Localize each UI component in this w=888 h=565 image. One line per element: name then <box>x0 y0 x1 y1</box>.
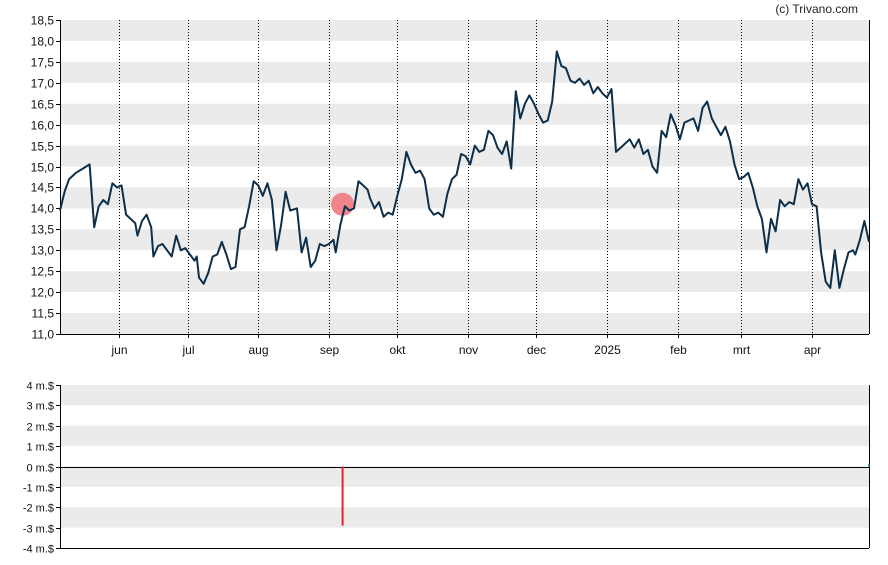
y-tick-label: 15,0 <box>31 161 55 175</box>
x-tick-label: jul <box>181 343 194 357</box>
grid-band <box>60 385 869 406</box>
y-tick-label: 16,5 <box>31 98 55 112</box>
y-tick-label: 16,0 <box>31 119 55 133</box>
x-tick-label: dec <box>527 343 546 357</box>
y-tick-label: 3 m.$ <box>26 401 54 413</box>
grid-band <box>60 103 869 125</box>
volume-bar <box>868 464 870 467</box>
x-tick-label: okt <box>389 343 406 357</box>
y-tick-label: 12,0 <box>31 286 55 300</box>
volume-bar <box>341 466 344 526</box>
copyright-text: (c) Trivano.com <box>775 2 858 16</box>
x-tick-label: mrt <box>733 343 751 357</box>
y-tick-label: 18,0 <box>31 35 55 49</box>
grid-band <box>60 425 869 447</box>
y-tick-label: 11,0 <box>32 328 55 342</box>
grid-band <box>60 507 869 528</box>
y-tick-label: 12,5 <box>31 265 55 279</box>
grid-band <box>60 61 869 83</box>
y-tick-label: 1 m.$ <box>26 442 54 454</box>
grid-band <box>60 466 869 487</box>
y-tick-label: 17,0 <box>31 77 55 91</box>
x-tick-label: sep <box>320 343 340 357</box>
grid-band <box>60 20 869 41</box>
y-tick-label: -4 m.$ <box>23 544 54 556</box>
x-tick-label: jun <box>110 343 127 357</box>
grid-band <box>60 229 869 251</box>
price-line <box>59 50 870 289</box>
grid-band <box>60 313 869 334</box>
x-tick-label: 2025 <box>594 343 621 357</box>
y-tick-label: -3 m.$ <box>23 524 54 536</box>
y-tick-label: 13,5 <box>31 223 55 237</box>
x-tick-label: feb <box>670 343 687 357</box>
y-tick-label: -1 m.$ <box>23 483 54 495</box>
y-tick-label: 0 m.$ <box>26 463 54 475</box>
grid-band <box>60 271 869 293</box>
y-tick-label: 4 m.$ <box>26 381 54 393</box>
y-tick-label: 15,5 <box>31 140 55 154</box>
y-tick-label: 13,0 <box>31 244 55 258</box>
x-tick-label: aug <box>248 343 268 357</box>
grid-band <box>60 187 869 209</box>
y-tick-label: 2 m.$ <box>26 422 54 434</box>
x-tick-label: nov <box>459 343 478 357</box>
volume-chart: 4 m.$ 3 m.$ 2 m.$ 1 m.$ 0 m.$ -1 m.$ -2 m.$ -3 … <box>23 381 870 556</box>
x-tick-label: apr <box>804 343 821 357</box>
y-tick-label: -2 m.$ <box>23 503 54 515</box>
y-tick-label: 17,5 <box>31 56 55 70</box>
price-chart: jun jul aug sep okt nov dec 2025 feb mrt apr 18,5 18… <box>31 14 870 357</box>
y-tick-label: 14,5 <box>31 181 55 195</box>
y-tick-label: 18,5 <box>31 14 55 28</box>
y-tick-label: 14,0 <box>31 202 55 216</box>
y-tick-label: 11,5 <box>32 307 55 321</box>
